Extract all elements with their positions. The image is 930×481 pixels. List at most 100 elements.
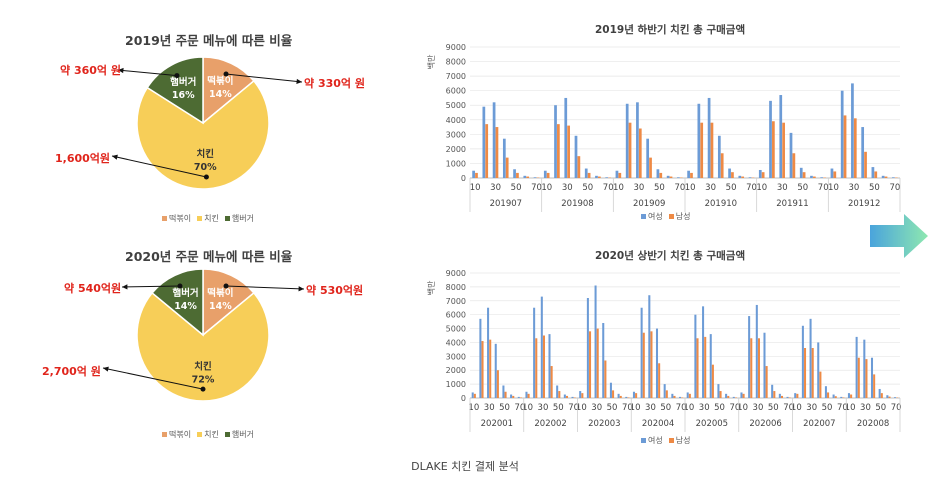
bar-male — [550, 366, 553, 398]
x-tick-label: 70 — [674, 183, 685, 193]
bar-female — [615, 170, 619, 178]
bar-female — [533, 307, 536, 398]
bar-female — [694, 314, 697, 398]
bar-male — [659, 172, 663, 178]
bar-female — [855, 336, 858, 398]
pie-slice-치킨 — [136, 79, 270, 190]
bar-female — [725, 393, 728, 398]
bar-female — [648, 295, 651, 398]
x-tick-label: 50 — [553, 403, 564, 413]
x-tick-label: 70 — [514, 403, 525, 413]
bar-female — [472, 170, 475, 178]
bar-male — [750, 338, 753, 398]
pie-2020-title: 2020년 주문 메뉴에 따른 비율 — [125, 249, 293, 264]
bar-male — [796, 393, 799, 398]
bar-female — [755, 304, 758, 398]
legend-label: 햄버거 — [231, 214, 254, 223]
bar-male — [757, 338, 760, 398]
y-axis-label: 백만 — [426, 280, 436, 295]
bar-female — [554, 105, 557, 178]
bar-male — [734, 397, 737, 398]
bar-female — [677, 177, 680, 178]
x-tick-label: 30 — [490, 183, 501, 193]
bar-male — [512, 395, 515, 398]
bar-male — [727, 395, 730, 398]
pie-slice-떡볶이 — [202, 268, 255, 337]
bar-female — [686, 392, 689, 398]
bar-male — [516, 172, 519, 178]
bar-male — [658, 363, 661, 398]
bar-female — [540, 296, 543, 398]
y-tick-label: 0 — [461, 174, 466, 183]
bar-female — [707, 97, 711, 178]
pie-slice-name: 치킨 — [197, 148, 214, 160]
x-tick-label: 30 — [484, 403, 495, 413]
x-tick-label: 10 — [630, 403, 641, 413]
pie-2019-callout-tteokbokki: 약 330억 원 — [304, 77, 365, 90]
y-tick-label: 2000 — [446, 145, 466, 154]
x-tick-label: 30 — [705, 183, 716, 193]
callout-line — [121, 285, 180, 288]
bar-female — [525, 391, 528, 398]
x-tick-label: 30 — [645, 403, 656, 413]
bar-male — [804, 348, 807, 398]
bar-male — [473, 393, 476, 398]
y-tick-label: 1000 — [446, 380, 466, 389]
bar-female — [840, 90, 844, 178]
x-tick-label: 70 — [837, 403, 848, 413]
bar-female — [679, 396, 682, 398]
x-tick-label: 70 — [622, 403, 633, 413]
legend-item-chicken: 치킨 — [197, 429, 219, 440]
x-group-label: 202006 — [749, 419, 781, 429]
bar-male — [604, 360, 607, 398]
x-tick-label: 50 — [797, 183, 808, 193]
bar-male — [773, 391, 776, 398]
bar-male — [690, 172, 693, 178]
y-tick-label: 7000 — [446, 72, 466, 81]
bar-female — [870, 357, 874, 398]
pie-chart-2019: 2019년 주문 메뉴에 따른 비율 떡볶이 14% 치킨 70% 햄버거 16% 약 3… — [0, 0, 420, 235]
x-tick-label: 30 — [806, 403, 817, 413]
bar-male — [612, 390, 615, 398]
bar-male — [688, 393, 691, 398]
x-tick-label: 10 — [468, 403, 479, 413]
bar-male — [642, 332, 645, 398]
bar-male — [681, 397, 684, 398]
bar-female — [871, 167, 875, 178]
bar-female — [878, 388, 881, 398]
x-group-label: 201910 — [705, 199, 737, 209]
bar-male — [710, 122, 714, 178]
legend-label: 떡볶이 — [169, 430, 192, 439]
bar-female — [847, 393, 850, 398]
bar-male — [567, 125, 570, 178]
x-tick-label: 10 — [791, 403, 802, 413]
bar-male — [780, 395, 784, 398]
bar-female — [789, 132, 793, 178]
legend-item-burger: 햄버거 — [224, 213, 254, 224]
bar-female — [556, 385, 559, 398]
bar-male — [589, 331, 592, 398]
pie-slice-percent: 14% — [209, 301, 232, 312]
x-tick-label: 70 — [729, 403, 740, 413]
pie-slice-percent: 14% — [209, 89, 232, 100]
x-tick-label: 70 — [568, 403, 579, 413]
bar-male — [628, 122, 632, 178]
bar-male — [696, 338, 699, 398]
x-group-label: 201908 — [561, 199, 593, 209]
bar-male — [496, 370, 499, 398]
bar-female — [832, 394, 835, 398]
x-tick-label: 10 — [737, 403, 748, 413]
bar-female — [595, 175, 598, 178]
bar-male — [864, 151, 867, 178]
bar-female — [794, 393, 797, 398]
bar-female — [663, 384, 666, 398]
bar-male — [834, 396, 837, 398]
bar-male — [475, 172, 478, 178]
bar-female — [748, 316, 751, 398]
pie-2020-legend: 떡볶이 치킨 햄버거 — [162, 429, 254, 440]
x-tick-label: 10 — [470, 183, 481, 193]
bar-female — [863, 339, 866, 398]
bar-female — [732, 396, 735, 398]
bar-female — [563, 394, 566, 398]
bar-female — [892, 177, 895, 178]
